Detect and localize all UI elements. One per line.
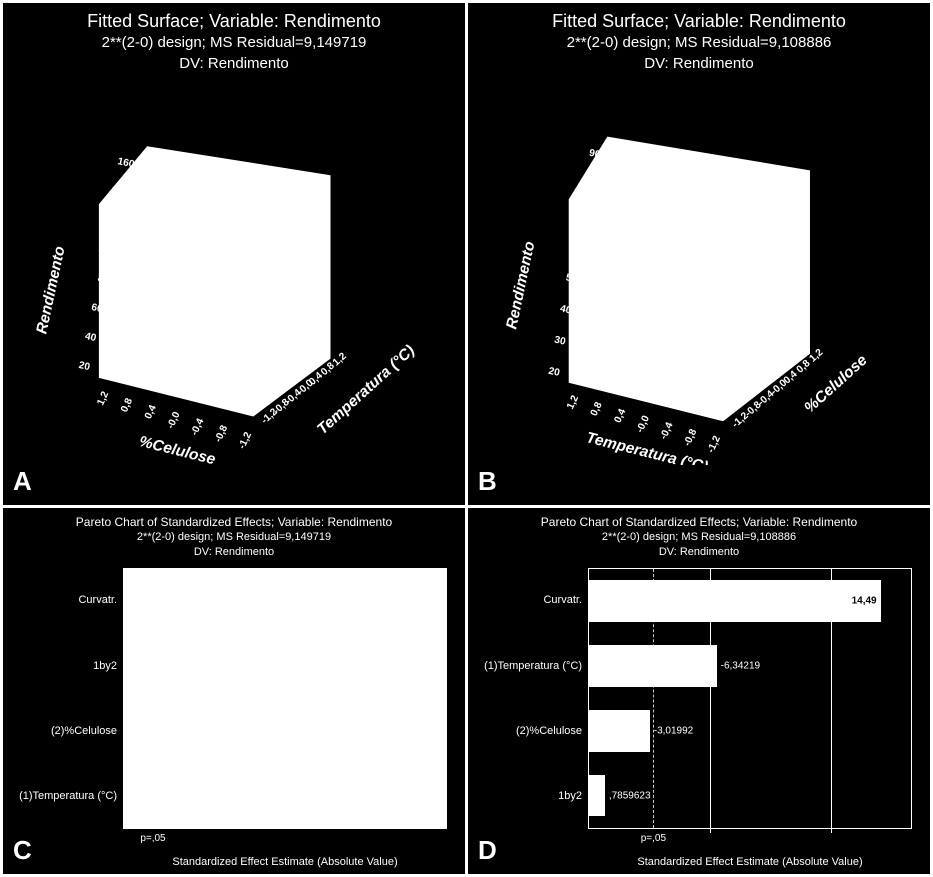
panel-a-label: A xyxy=(13,466,32,497)
pareto-d-plot: p=,0514,49-6,34219-3,01992,7859623 xyxy=(588,568,912,829)
pareto-d-bar-value: -3,01992 xyxy=(650,725,693,736)
pareto-d-cat: (2)%Celulose xyxy=(516,725,582,737)
svg-text:-1,2: -1,2 xyxy=(237,430,254,451)
svg-text:-0,4: -0,4 xyxy=(189,417,206,438)
pareto-d-xaxis-title: Standardized Effect Estimate (Absolute V… xyxy=(588,856,912,868)
svg-text:20: 20 xyxy=(547,366,561,379)
svg-text:-0,0: -0,0 xyxy=(635,414,652,435)
panel-a-title3: DV: Rendimento xyxy=(3,54,465,74)
panel-b-titles: Fitted Surface; Variable: Rendimento 2**… xyxy=(468,3,930,74)
z-axis-label: Rendimento xyxy=(33,245,68,336)
panel-a-3dplot: Rendimento %Celulose Temperatura (°C) 20… xyxy=(3,98,465,465)
panel-b: Fitted Surface; Variable: Rendimento 2**… xyxy=(468,3,930,505)
panel-b-3dplot: Rendimento Temperatura (°C) %Celulose 20… xyxy=(468,98,930,465)
pareto-d-bar-value: -6,34219 xyxy=(717,660,760,671)
svg-text:1,2: 1,2 xyxy=(808,347,826,365)
panel-a-title1: Fitted Surface; Variable: Rendimento xyxy=(3,9,465,33)
panel-c-label: C xyxy=(13,835,32,866)
svg-text:40: 40 xyxy=(84,331,98,344)
svg-text:0,4: 0,4 xyxy=(612,407,628,425)
svg-text:1,2: 1,2 xyxy=(95,390,111,408)
svg-text:30: 30 xyxy=(553,335,567,348)
svg-text:-0,8: -0,8 xyxy=(213,423,230,444)
svg-text:1,2: 1,2 xyxy=(565,393,581,411)
pareto-c-cat: (1)Temperatura (°C) xyxy=(19,790,117,802)
panel-c-title1: Pareto Chart of Standardized Effects; Va… xyxy=(3,514,465,530)
panel-d-label: D xyxy=(478,835,497,866)
pareto-c-cat: 1by2 xyxy=(93,660,117,672)
panel-a-titles: Fitted Surface; Variable: Rendimento 2**… xyxy=(3,3,465,74)
panel-c-title2: 2**(2-0) design; MS Residual=9,149719 xyxy=(3,530,465,545)
pareto-c-saturated xyxy=(124,569,446,828)
chart-grid: Fitted Surface; Variable: Rendimento 2**… xyxy=(0,0,933,877)
pareto-c-cat: (2)%Celulose xyxy=(51,725,117,737)
pareto-c-p-label: p=,05 xyxy=(140,833,165,844)
pareto-d-bar: 14,49 xyxy=(589,580,881,621)
svg-text:0,4: 0,4 xyxy=(143,403,159,421)
panel-c-title3: DV: Rendimento xyxy=(3,545,465,560)
panel-d-title3: DV: Rendimento xyxy=(468,545,930,560)
panel-a-title2: 2**(2-0) design; MS Residual=9,149719 xyxy=(3,33,465,53)
panel-b-label: B xyxy=(478,466,497,497)
panel-b-title2: 2**(2-0) design; MS Residual=9,108886 xyxy=(468,33,930,53)
svg-text:-0,0: -0,0 xyxy=(165,410,182,431)
panel-c: Pareto Chart of Standardized Effects; Va… xyxy=(3,508,465,874)
svg-text:-0,4: -0,4 xyxy=(658,420,675,441)
pareto-d-bar-value: ,7859623 xyxy=(605,790,651,801)
pareto-d-cat: 1by2 xyxy=(558,790,582,802)
panel-d-titles: Pareto Chart of Standardized Effects; Va… xyxy=(468,508,930,560)
panel-b-title3: DV: Rendimento xyxy=(468,54,930,74)
panel-d: Pareto Chart of Standardized Effects; Va… xyxy=(468,508,930,874)
svg-text:160: 160 xyxy=(116,156,135,170)
pareto-c-xaxis-title: Standardized Effect Estimate (Absolute V… xyxy=(123,856,447,868)
pareto-c-plot: p=,05 xyxy=(123,568,447,829)
panel-d-title2: 2**(2-0) design; MS Residual=9,108886 xyxy=(468,530,930,545)
pareto-d-cat: Curvatr. xyxy=(543,594,582,606)
surface-cube-b: Rendimento Temperatura (°C) %Celulose 20… xyxy=(468,98,930,465)
panel-b-title1: Fitted Surface; Variable: Rendimento xyxy=(468,9,930,33)
pareto-d-p-label: p=,05 xyxy=(641,833,666,844)
pareto-c-cat: Curvatr. xyxy=(78,594,117,606)
pareto-d-cat: (1)Temperatura (°C) xyxy=(484,660,582,672)
pareto-d-ylabels: Curvatr. (1)Temperatura (°C) (2)%Celulose 1… xyxy=(468,568,588,829)
pareto-d-bar-value: 14,49 xyxy=(852,596,877,607)
panel-a: Fitted Surface; Variable: Rendimento 2**… xyxy=(3,3,465,505)
panel-d-title1: Pareto Chart of Standardized Effects; Va… xyxy=(468,514,930,530)
surface-cube-a: Rendimento %Celulose Temperatura (°C) 20… xyxy=(3,98,465,465)
svg-text:-1,2: -1,2 xyxy=(706,434,723,455)
svg-text:0,8: 0,8 xyxy=(119,396,135,414)
x-axis-label: %Celulose xyxy=(137,433,217,465)
pareto-d-bar: -6,34219 xyxy=(589,645,717,686)
svg-text:20: 20 xyxy=(78,360,92,373)
z-axis-label: Rendimento xyxy=(503,240,538,331)
svg-text:-0,8: -0,8 xyxy=(682,427,699,448)
pareto-d-bar: -3,01992 xyxy=(589,710,650,751)
panel-c-titles: Pareto Chart of Standardized Effects; Va… xyxy=(3,508,465,560)
pareto-c: Curvatr. 1by2 (2)%Celulose (1)Temperatura (… xyxy=(3,568,465,829)
pareto-c-ylabels: Curvatr. 1by2 (2)%Celulose (1)Temperatura (… xyxy=(3,568,123,829)
pareto-d-bar: ,7859623 xyxy=(589,775,605,816)
svg-text:0,8: 0,8 xyxy=(589,400,605,418)
pareto-d: Curvatr. (1)Temperatura (°C) (2)%Celulose 1… xyxy=(468,568,930,829)
